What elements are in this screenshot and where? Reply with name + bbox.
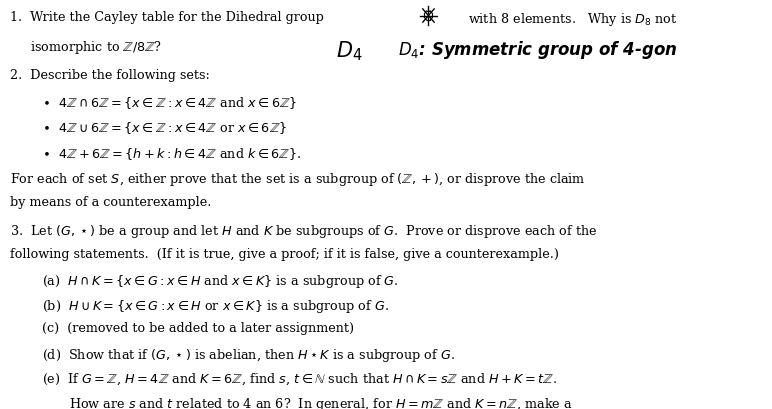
Text: by means of a counterexample.: by means of a counterexample. <box>10 196 212 209</box>
Text: (c)  (removed to be added to a later assignment): (c) (removed to be added to a later assi… <box>42 322 354 335</box>
Text: $\bullet$  $4\mathbb{Z} \cup 6\mathbb{Z} = \{x \in \mathbb{Z}: x \in 4\mathbb{Z}: $\bullet$ $4\mathbb{Z} \cup 6\mathbb{Z} … <box>42 120 288 136</box>
Text: (d)  Show that if $(G, \star)$ is abelian, then $H \star K$ is a subgroup of $G$: (d) Show that if $(G, \star)$ is abelian… <box>42 347 455 364</box>
Text: For each of set $S$, either prove that the set is a subgroup of $(\mathbb{Z}, +): For each of set $S$, either prove that t… <box>10 171 586 188</box>
Text: $\bullet$  $4\mathbb{Z} \cap 6\mathbb{Z} = \{x \in \mathbb{Z}: x \in 4\mathbb{Z}: $\bullet$ $4\mathbb{Z} \cap 6\mathbb{Z} … <box>42 95 298 111</box>
Text: with 8 elements.   Why is $D_8$ not: with 8 elements. Why is $D_8$ not <box>468 11 677 29</box>
Text: How are $s$ and $t$ related to 4 an 6?  In general, for $H = m\mathbb{Z}$ and $K: How are $s$ and $t$ related to 4 an 6? I… <box>69 396 573 409</box>
Text: 3.  Let $(G, \star)$ be a group and let $H$ and $K$ be subgroups of $G$.  Prove : 3. Let $(G, \star)$ be a group and let $… <box>10 223 598 240</box>
Text: following statements.  (If it is true, give a proof; if it is false, give a coun: following statements. (If it is true, gi… <box>10 248 559 261</box>
Text: 1.  Write the Cayley table for the Dihedral group: 1. Write the Cayley table for the Dihedr… <box>10 11 324 25</box>
Text: $\bullet$  $4\mathbb{Z} + 6\mathbb{Z} = \{h + k: h \in 4\mathbb{Z}$ and $k \in 6: $\bullet$ $4\mathbb{Z} + 6\mathbb{Z} = \… <box>42 146 302 162</box>
Text: (a)  $H \cap K = \{x \in G: x \in H$ and $x \in K\}$ is a subgroup of $G$.: (a) $H \cap K = \{x \in G: x \in H$ and … <box>42 273 399 290</box>
Text: (b)  $H \cup K = \{x \in G: x \in H$ or $x \in K\}$ is a subgroup of $G$.: (b) $H \cup K = \{x \in G: x \in H$ or $… <box>42 298 390 315</box>
Text: $D_4$: $D_4$ <box>336 39 362 63</box>
Text: $D_4$: Symmetric group of 4-gon: $D_4$: Symmetric group of 4-gon <box>398 39 677 61</box>
Text: 2.  Describe the following sets:: 2. Describe the following sets: <box>10 69 210 82</box>
Text: isomorphic to $\mathbb{Z}/8\mathbb{Z}$?: isomorphic to $\mathbb{Z}/8\mathbb{Z}$? <box>10 39 162 56</box>
Text: (e)  If $G = \mathbb{Z}$, $H = 4\mathbb{Z}$ and $K = 6\mathbb{Z}$, find $s$, $t : (e) If $G = \mathbb{Z}$, $H = 4\mathbb{Z… <box>42 371 557 387</box>
